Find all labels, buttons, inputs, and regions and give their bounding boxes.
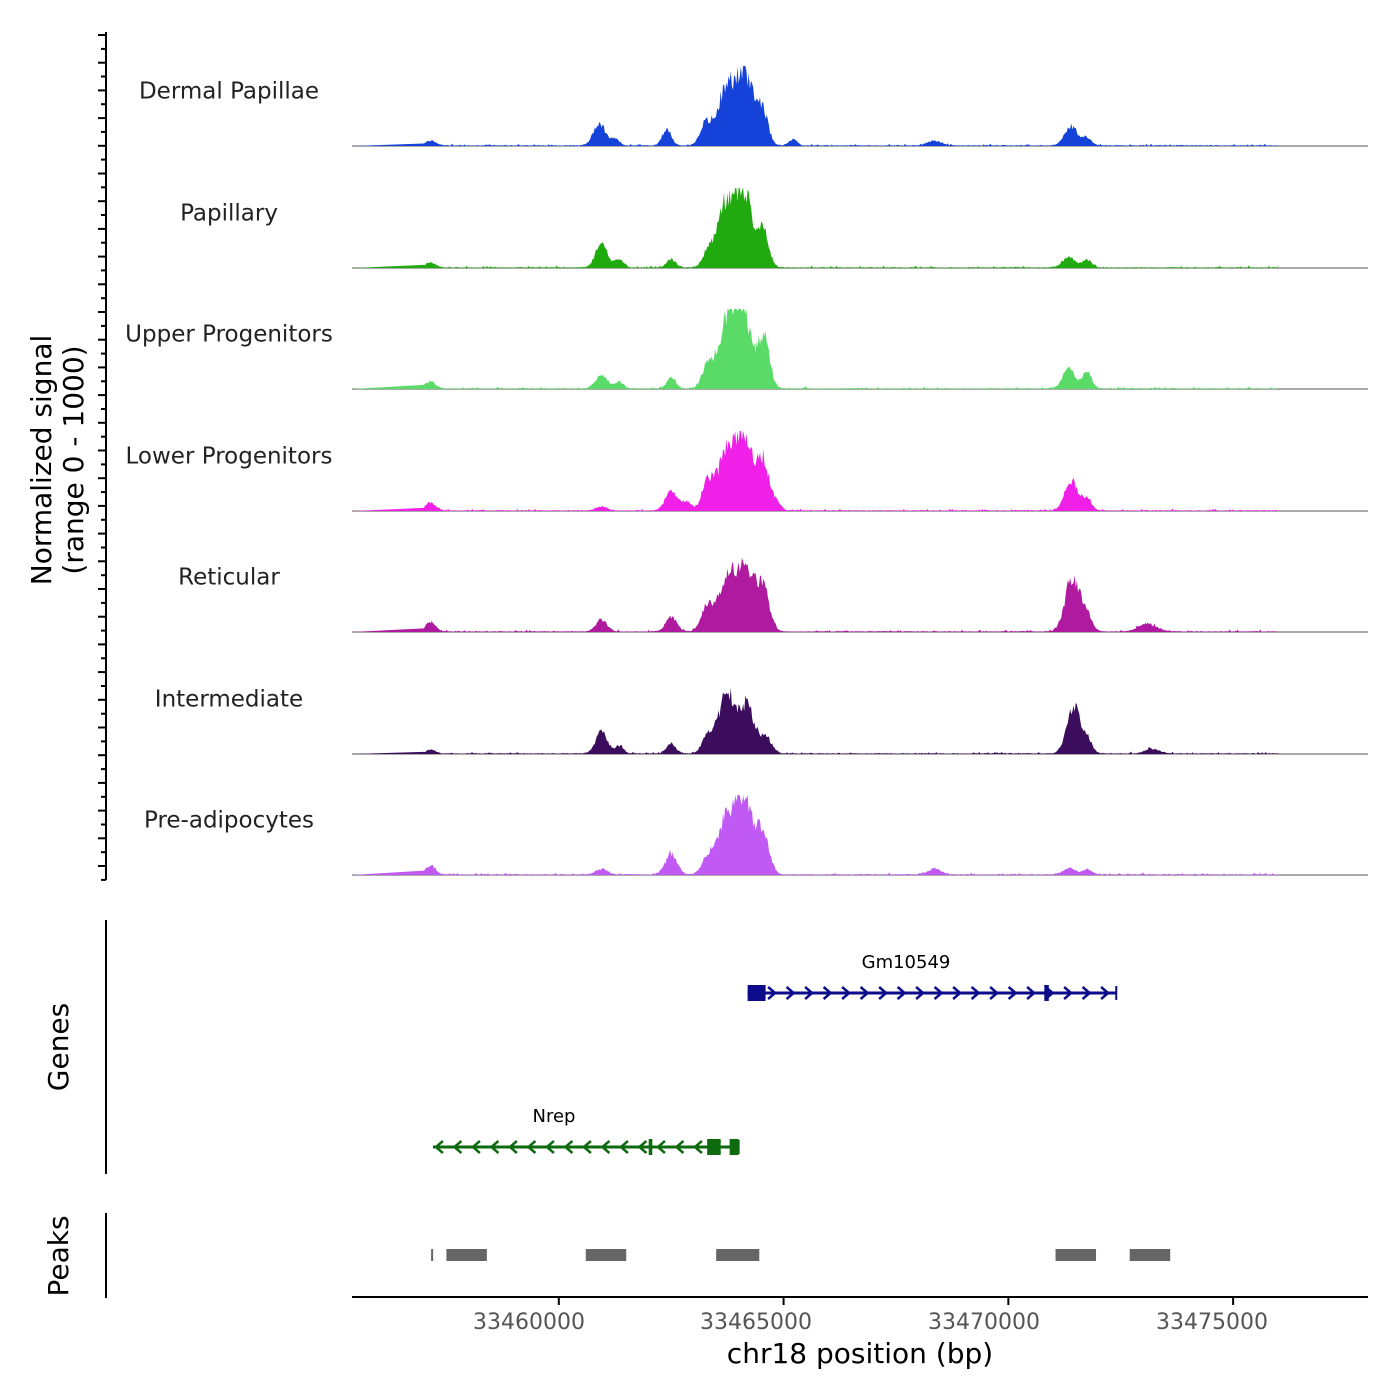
- strand-chevron: [970, 986, 981, 1000]
- exon: [1044, 985, 1049, 1001]
- strand-chevron: [1007, 986, 1018, 1000]
- exon: [747, 985, 766, 1001]
- exon: [707, 1139, 721, 1155]
- strand-chevron: [507, 1140, 518, 1154]
- strand-chevron: [1063, 986, 1074, 1000]
- strand-chevron: [600, 1140, 611, 1154]
- x-tick-label-33475000: 33475000: [1156, 1310, 1268, 1335]
- peaks-label: Peaks: [42, 1215, 75, 1296]
- strand-chevron: [933, 986, 944, 1000]
- peak-region: [716, 1249, 760, 1261]
- peak-track: [431, 1249, 1171, 1261]
- track-4: Reticular: [178, 557, 1368, 633]
- strand-chevron: [878, 986, 889, 1000]
- x-tick-label-33460000: 33460000: [473, 1310, 585, 1335]
- coverage-tracks: Dermal Papillae Papillary Upper Progenit…: [125, 66, 1368, 876]
- strand-chevron: [804, 986, 815, 1000]
- peak-region: [1129, 1249, 1171, 1261]
- strand-chevron: [915, 986, 926, 1000]
- strand-chevron: [1100, 986, 1111, 1000]
- strand-chevron: [859, 986, 870, 1000]
- gene-label-nrep: Nrep: [533, 1106, 576, 1127]
- x-axis-title: chr18 position (bp): [727, 1337, 993, 1370]
- strand-chevron: [674, 1140, 685, 1154]
- track-5: Intermediate: [155, 687, 1368, 755]
- strand-chevron: [822, 986, 833, 1000]
- track-2: Upper Progenitors: [125, 309, 1368, 390]
- strand-chevron: [692, 1140, 703, 1154]
- track-label-dermal-papillae: Dermal Papillae: [139, 79, 319, 105]
- strand-chevron: [581, 1140, 592, 1154]
- strand-chevron: [989, 986, 1000, 1000]
- exon: [729, 1139, 739, 1155]
- track-label-pre-adipocytes: Pre-adipocytes: [144, 808, 314, 834]
- strand-chevron: [563, 1140, 574, 1154]
- track-1: Papillary: [180, 188, 1368, 269]
- x-axis: 33460000 33465000 33470000 33475000: [352, 1296, 1368, 1335]
- track-3: Lower Progenitors: [126, 431, 1368, 512]
- strand-chevron: [1081, 986, 1092, 1000]
- strand-chevron: [526, 1140, 537, 1154]
- strand-chevron: [785, 986, 796, 1000]
- track-0: Dermal Papillae: [139, 66, 1368, 147]
- gene-nrep: Nrep: [432, 1106, 740, 1155]
- track-6: Pre-adipocytes: [144, 795, 1368, 876]
- track-label-upper-progenitors: Upper Progenitors: [125, 322, 333, 348]
- strand-chevron: [896, 986, 907, 1000]
- strand-chevron: [767, 986, 778, 1000]
- strand-chevron: [841, 986, 852, 1000]
- track-label-intermediate: Intermediate: [155, 687, 303, 713]
- peak-region: [585, 1249, 627, 1261]
- strand-chevron: [433, 1140, 444, 1154]
- gene-label-gm10549: Gm10549: [862, 952, 951, 973]
- peak-region: [1055, 1249, 1097, 1261]
- peak-region: [446, 1249, 487, 1261]
- track-label-reticular: Reticular: [178, 565, 280, 591]
- gene-track: Gm10549 Nrep: [432, 952, 1118, 1155]
- strand-chevron: [618, 1140, 629, 1154]
- x-tick-label-33470000: 33470000: [928, 1310, 1040, 1335]
- strand-chevron: [452, 1140, 463, 1154]
- strand-chevron: [470, 1140, 481, 1154]
- genes-label: Genes: [42, 1003, 75, 1091]
- x-tick-label-33465000: 33465000: [700, 1310, 812, 1335]
- strand-chevron: [637, 1140, 648, 1154]
- exon: [648, 1139, 653, 1155]
- signal-y-axis: [98, 32, 107, 881]
- strand-chevron: [655, 1140, 666, 1154]
- signal-y-label-line2: (range 0 - 1000): [57, 345, 90, 574]
- peak-region: [431, 1249, 434, 1261]
- strand-chevron: [952, 986, 963, 1000]
- track-label-lower-progenitors: Lower Progenitors: [126, 444, 333, 470]
- gene-gm10549: Gm10549: [747, 952, 1118, 1001]
- strand-chevron: [544, 1140, 555, 1154]
- strand-chevron: [1026, 986, 1037, 1000]
- track-label-papillary: Papillary: [180, 201, 278, 227]
- signal-y-label-line1: Normalized signal: [25, 335, 58, 586]
- strand-chevron: [489, 1140, 500, 1154]
